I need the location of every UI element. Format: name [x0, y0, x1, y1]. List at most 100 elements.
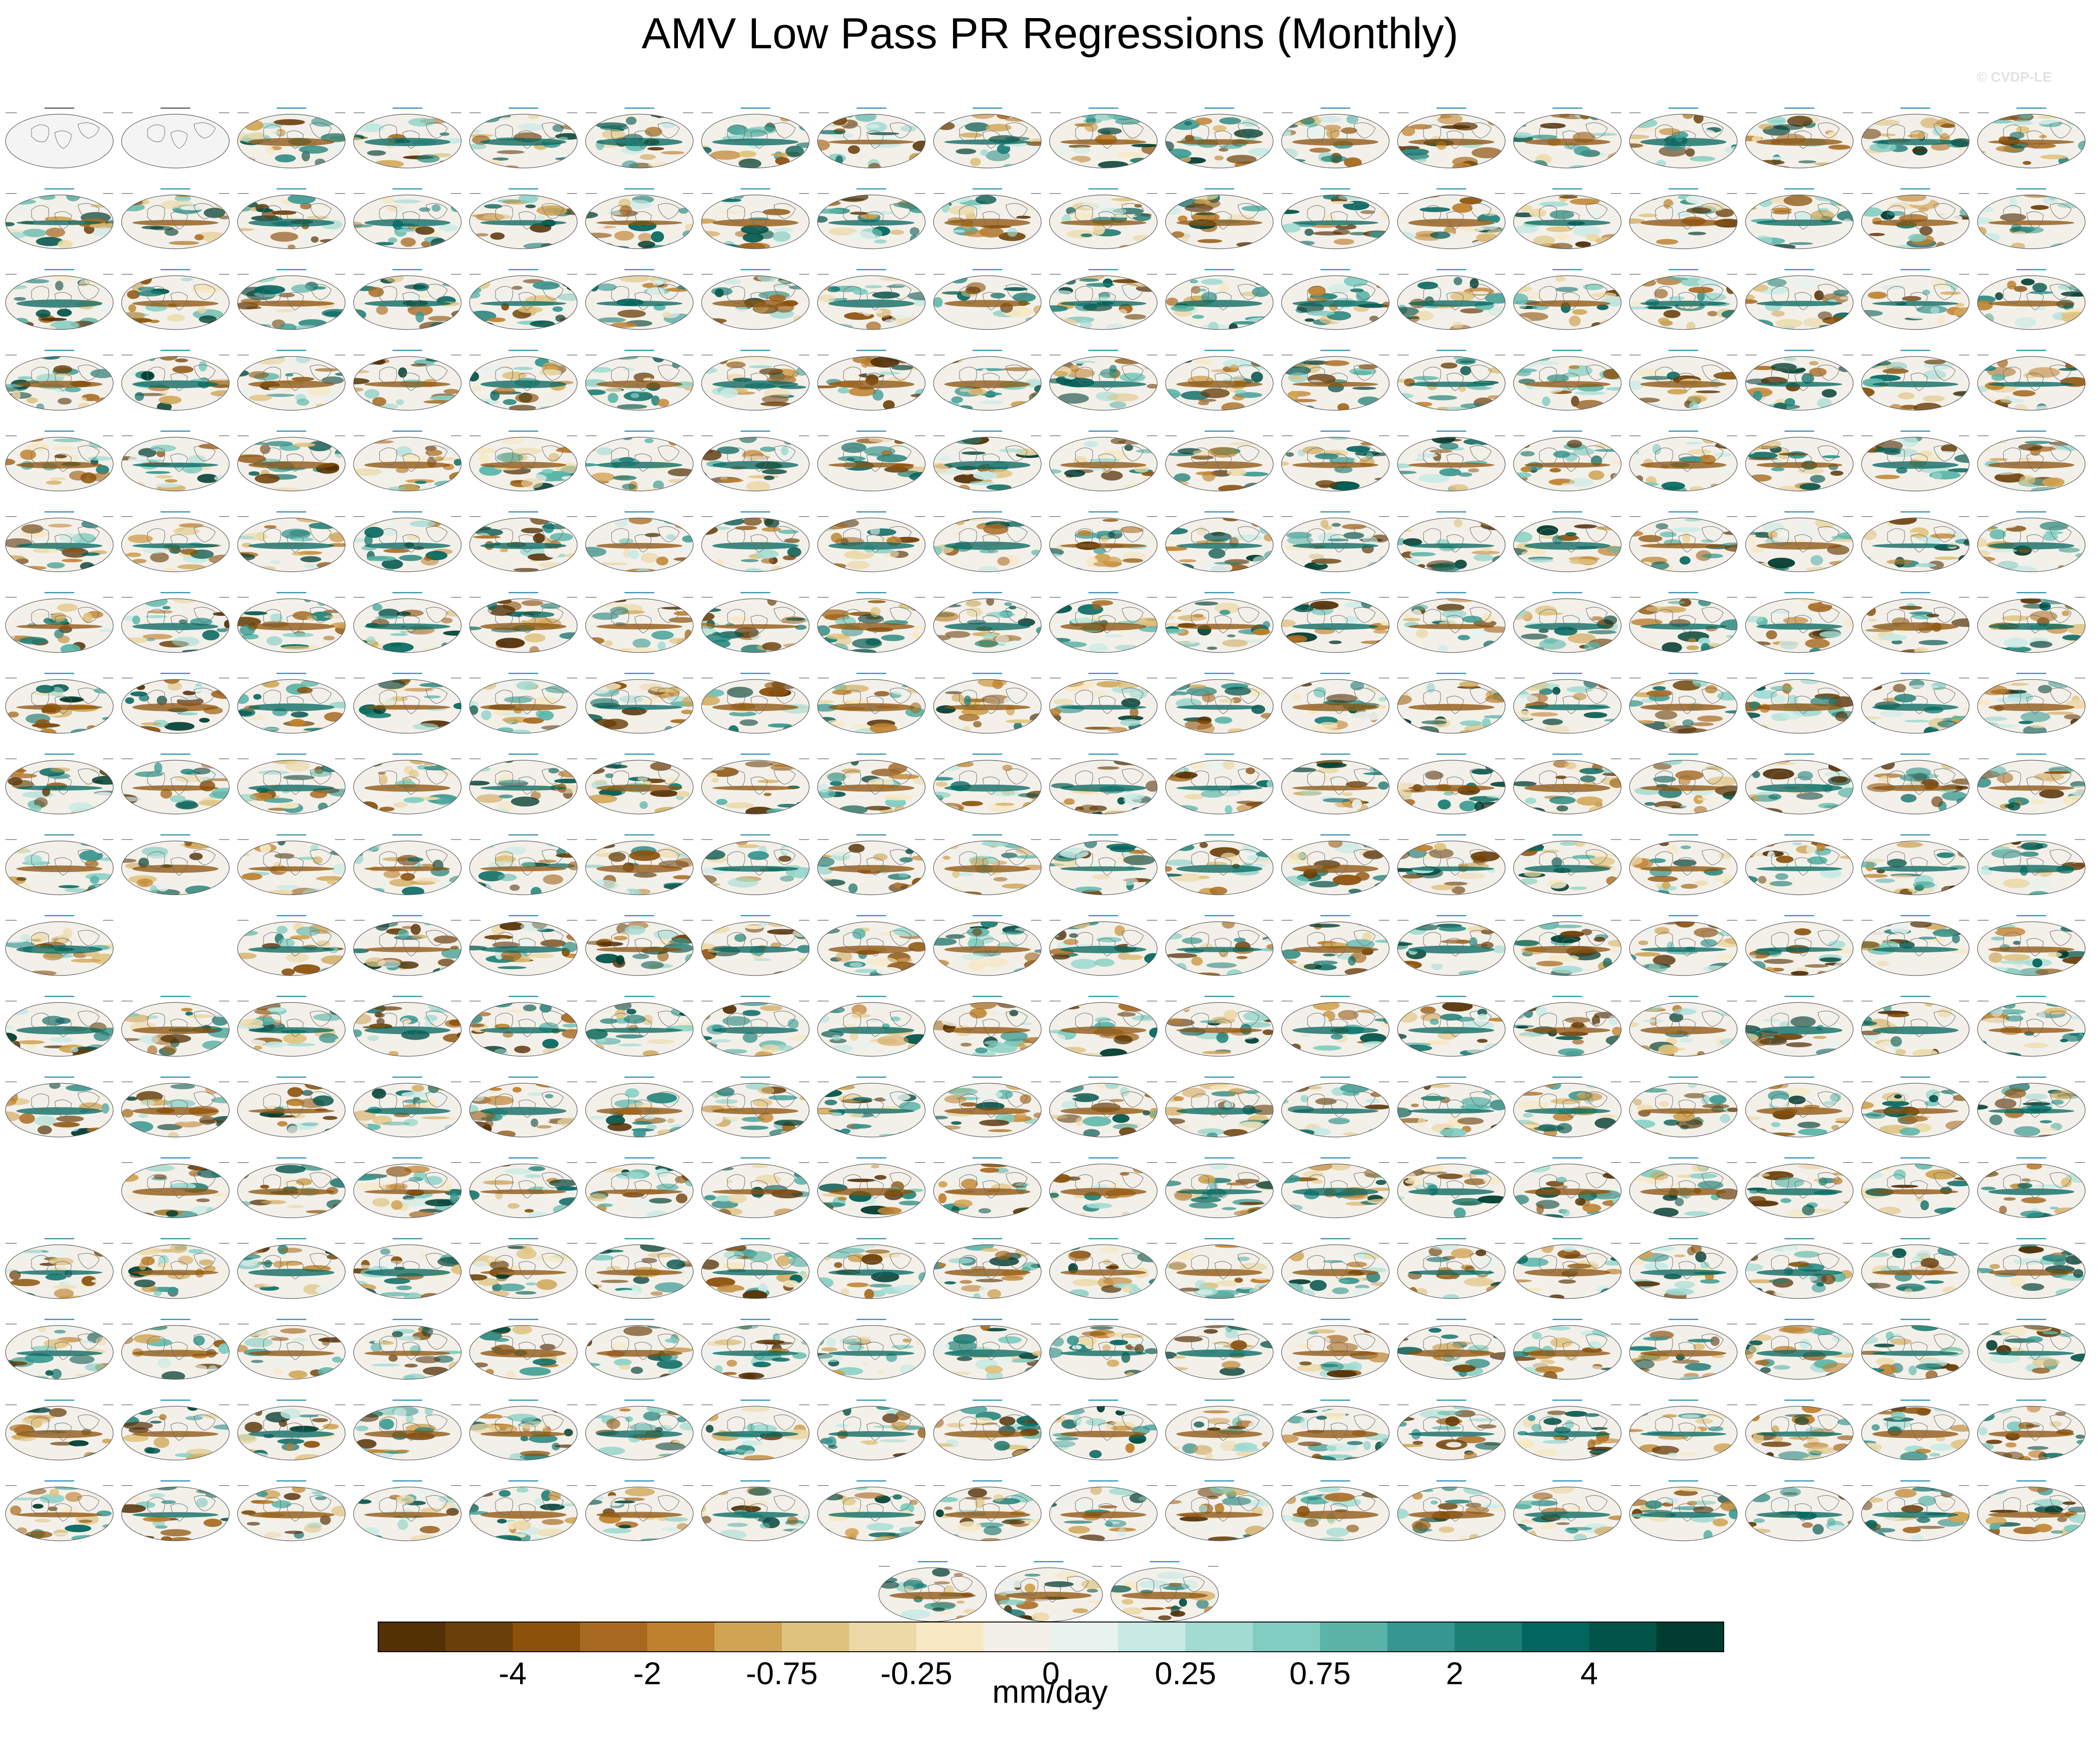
map-panel	[1977, 188, 2086, 249]
anomaly-blob	[1050, 195, 1062, 204]
anomaly-blob	[702, 688, 711, 692]
anomaly-blob	[1753, 690, 1778, 699]
anomaly-blob	[1990, 529, 2006, 540]
map-panel	[121, 753, 230, 814]
anomaly-blob	[425, 449, 443, 456]
anomaly-blob	[1229, 323, 1238, 330]
map-panel	[1049, 511, 1158, 572]
map-border	[933, 517, 1042, 572]
anomaly-blob	[822, 681, 836, 689]
continent-outline	[727, 284, 796, 310]
anomaly-blob	[31, 613, 52, 618]
continent-outline	[1191, 364, 1260, 391]
anomaly-blob	[1309, 148, 1331, 153]
anomaly-blob	[1530, 712, 1558, 717]
anomaly-blob	[428, 316, 452, 321]
anomaly-blob	[1652, 444, 1662, 455]
anomaly-blob	[973, 471, 998, 480]
anomaly-blob	[1978, 538, 1987, 547]
anomaly-blob	[1251, 681, 1273, 685]
anomaly-blob	[539, 369, 561, 376]
map-panel	[1281, 430, 1390, 491]
anomaly-blob	[1770, 685, 1794, 691]
anomaly-blob	[1679, 456, 1707, 463]
anomaly-blob	[530, 320, 555, 327]
continent-outline	[727, 203, 796, 230]
anomaly-blob	[130, 691, 148, 697]
anomaly-blob	[1200, 388, 1230, 398]
map-panel	[1629, 349, 1738, 411]
anomaly-blob	[390, 633, 408, 636]
anomaly-blob	[515, 393, 539, 403]
anomaly-blob	[1809, 361, 1819, 366]
anomaly-blob	[1668, 204, 1689, 215]
anomaly-blob	[354, 538, 369, 543]
anomaly-blob	[1862, 129, 1881, 139]
anomaly-blob	[1290, 399, 1317, 402]
anomaly-blob	[1166, 487, 1175, 491]
watermark: © CVDP-LE	[1977, 70, 2052, 85]
anomaly-blob	[21, 524, 44, 534]
anomaly-blob	[1493, 438, 1505, 444]
anomaly-blob	[1748, 276, 1771, 284]
anomaly-blob	[1123, 796, 1142, 805]
anomaly-blob	[1366, 129, 1380, 133]
anomaly-blob	[1549, 210, 1574, 220]
map-panel	[353, 430, 462, 491]
tropical-band	[1408, 300, 1494, 307]
anomaly-blob	[331, 622, 345, 629]
tropical-band	[1524, 462, 1610, 468]
anomaly-blob	[296, 356, 310, 363]
anomaly-blob	[1132, 213, 1151, 221]
anomaly-blob	[769, 627, 793, 633]
anomaly-blob	[1004, 143, 1027, 147]
anomaly-blob	[702, 478, 711, 482]
anomaly-blob	[596, 567, 607, 572]
tropical-band	[248, 300, 335, 307]
anomaly-blob	[1107, 727, 1127, 732]
map-panel	[1281, 753, 1390, 814]
anomaly-blob	[1178, 215, 1188, 222]
anomaly-blob	[1695, 390, 1720, 394]
anomaly-blob	[1912, 457, 1941, 461]
anomaly-blob	[1194, 359, 1213, 365]
tropical-band	[712, 461, 799, 469]
continent-outline	[495, 284, 564, 310]
anomaly-blob	[1184, 794, 1205, 800]
anomaly-blob	[746, 481, 770, 491]
anomaly-blob	[935, 398, 946, 402]
anomaly-blob	[1697, 291, 1705, 301]
anomaly-blob	[1050, 290, 1072, 295]
map-border	[585, 114, 694, 168]
anomaly-blob	[482, 214, 512, 220]
anomaly-blob	[2000, 213, 2026, 221]
anomaly-blob	[657, 399, 670, 407]
continent-outline	[1771, 607, 1840, 633]
anomaly-blob	[986, 123, 1011, 132]
anomaly-blob	[1957, 148, 1969, 152]
anomaly-blob	[496, 150, 525, 154]
map-border	[121, 517, 230, 572]
map-panel	[701, 511, 810, 572]
anomaly-blob	[476, 794, 503, 803]
anomaly-blob	[1132, 807, 1155, 813]
anomaly-blob	[870, 525, 880, 536]
map-panel	[237, 107, 346, 168]
anomaly-blob	[1697, 715, 1723, 722]
map-border	[1629, 598, 1738, 653]
anomaly-blob	[502, 371, 527, 380]
anomaly-blob	[722, 279, 741, 284]
anomaly-blob	[2014, 286, 2028, 292]
map-panel	[121, 107, 230, 168]
continent-outline	[1539, 284, 1608, 310]
anomaly-blob	[788, 285, 809, 290]
anomaly-blob	[88, 456, 113, 461]
map-border	[1281, 517, 1390, 572]
anomaly-blob	[1378, 195, 1389, 205]
anomaly-blob	[1566, 686, 1593, 693]
anomaly-blob	[1868, 291, 1887, 299]
anomaly-blob	[663, 518, 693, 525]
tropical-band	[364, 784, 451, 792]
anomaly-blob	[837, 387, 850, 394]
continent-outline	[1307, 526, 1376, 553]
